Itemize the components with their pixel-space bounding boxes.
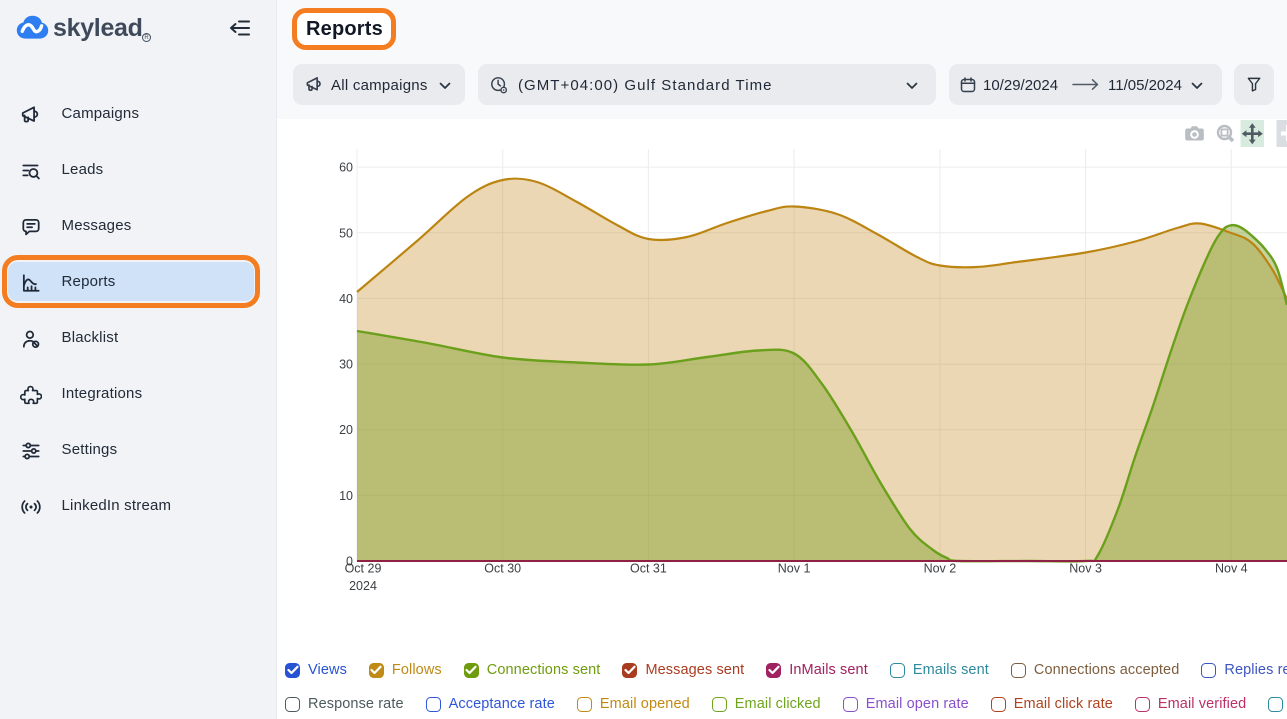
svg-text:10: 10 <box>339 489 353 503</box>
svg-text:Nov 1: Nov 1 <box>778 562 811 576</box>
svg-text:60: 60 <box>339 161 353 175</box>
svg-text:30: 30 <box>339 358 353 372</box>
svg-text:2024: 2024 <box>349 579 377 593</box>
svg-text:Oct 30: Oct 30 <box>484 562 521 576</box>
svg-text:Nov 4: Nov 4 <box>1215 562 1248 576</box>
svg-text:50: 50 <box>339 226 353 240</box>
svg-text:Nov 2: Nov 2 <box>924 562 957 576</box>
svg-text:0: 0 <box>346 555 353 569</box>
svg-text:20: 20 <box>339 423 353 437</box>
svg-text:Nov 3: Nov 3 <box>1069 562 1102 576</box>
svg-text:40: 40 <box>339 292 353 306</box>
svg-text:Oct 31: Oct 31 <box>630 562 667 576</box>
svg-text:Oct 29: Oct 29 <box>345 562 382 576</box>
